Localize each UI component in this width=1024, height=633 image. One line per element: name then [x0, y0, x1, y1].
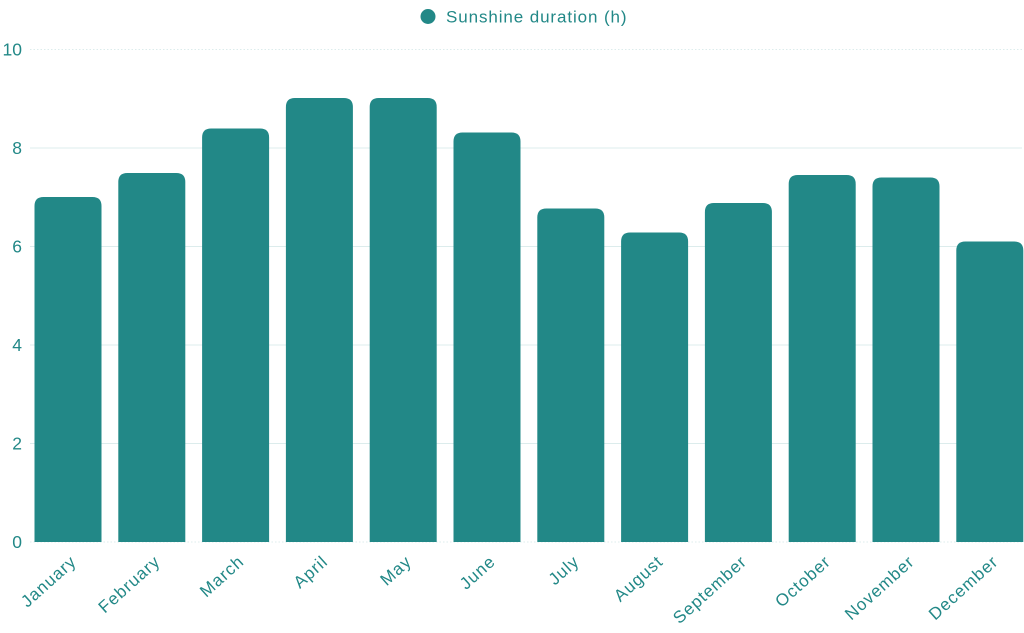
svg-text:December: December: [925, 552, 1002, 624]
svg-text:August: August: [610, 552, 667, 606]
svg-text:November: November: [841, 552, 918, 624]
svg-text:8: 8: [12, 138, 22, 158]
svg-text:October: October: [772, 552, 835, 611]
svg-text:February: February: [95, 552, 164, 617]
svg-text:Sunshine duration (h): Sunshine duration (h): [446, 8, 627, 27]
svg-text:6: 6: [12, 237, 22, 257]
svg-text:September: September: [669, 552, 750, 628]
svg-text:0: 0: [12, 532, 22, 552]
svg-text:June: June: [456, 552, 499, 593]
svg-text:March: March: [196, 552, 248, 601]
svg-text:2: 2: [12, 434, 22, 454]
svg-text:January: January: [17, 552, 80, 611]
svg-text:10: 10: [3, 40, 23, 60]
svg-text:May: May: [377, 552, 416, 590]
svg-text:July: July: [545, 552, 583, 589]
svg-text:April: April: [290, 552, 332, 592]
svg-text:4: 4: [12, 335, 22, 355]
